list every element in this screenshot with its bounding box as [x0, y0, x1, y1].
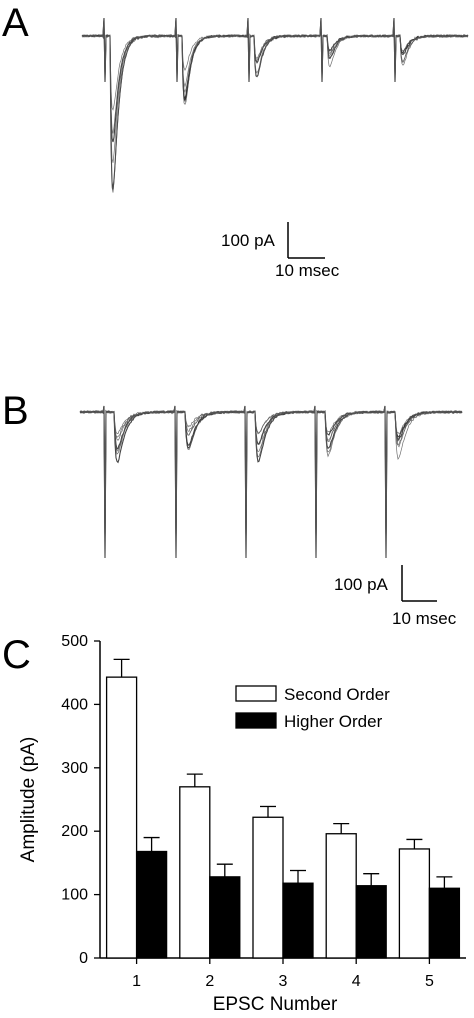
x-tick-label: 4 [352, 973, 361, 990]
current-trace [81, 17, 469, 111]
bar-chart: 0 100 200 300 400 500 1 2 3 4 5 EPSC Number Amplitud… [18, 633, 466, 1015]
scale-time-label: 10 msec [392, 609, 457, 628]
current-trace [81, 17, 469, 134]
y-tick-label: 300 [61, 760, 88, 777]
bar-higher-order [282, 882, 314, 959]
bar-second-order [252, 816, 284, 959]
panel-a-letter: A [2, 1, 29, 45]
bar-second-order [398, 848, 431, 959]
current-trace [81, 17, 469, 163]
legend-swatch [235, 685, 277, 702]
legend-label: Second Order [284, 685, 390, 704]
bar-second-order [105, 676, 138, 959]
x-tick-label: 5 [425, 973, 434, 990]
bar-second-order [179, 786, 211, 959]
x-axis-title: EPSC Number [213, 994, 338, 1015]
panel-b: B 100 pA 10 msec [2, 389, 463, 628]
panel-a-traces [81, 17, 469, 193]
panel-b-letter: B [2, 389, 29, 433]
x-tick-label: 2 [205, 973, 214, 990]
panel-c-letter: C [2, 633, 31, 677]
y-tick-label: 400 [61, 696, 88, 713]
current-trace [79, 405, 463, 559]
scale-current-label: 100 pA [221, 231, 276, 250]
current-trace [81, 17, 469, 193]
y-tick-label: 0 [79, 950, 88, 967]
bar-higher-order [355, 885, 387, 959]
current-trace [79, 405, 463, 559]
scale-current-label: 100 pA [334, 575, 389, 594]
panel-a-scale-bar: 100 pA 10 msec [221, 222, 340, 280]
panel-b-traces [79, 405, 463, 559]
scale-time-label: 10 msec [275, 261, 340, 280]
legend-swatch [235, 712, 277, 729]
panel-a: A 100 pA 10 msec [2, 1, 469, 280]
panel-b-scale-bar: 100 pA 10 msec [334, 565, 457, 628]
bar-second-order [325, 833, 357, 959]
x-tick-label: 1 [132, 973, 141, 990]
bar-higher-order [135, 850, 168, 959]
bar-higher-order [428, 887, 461, 959]
current-trace [81, 17, 469, 190]
panel-c: C 0 100 200 300 400 500 1 2 3 4 5 EPSC Number Amplit… [2, 633, 466, 1015]
y-axis-title: Amplitude (pA) [18, 737, 39, 863]
y-tick-label: 500 [61, 633, 88, 650]
y-tick-label: 200 [61, 823, 88, 840]
y-tick-label: 100 [61, 887, 88, 904]
bar-higher-order [209, 876, 241, 959]
legend-label: Higher Order [284, 712, 383, 731]
x-tick-label: 3 [279, 973, 288, 990]
